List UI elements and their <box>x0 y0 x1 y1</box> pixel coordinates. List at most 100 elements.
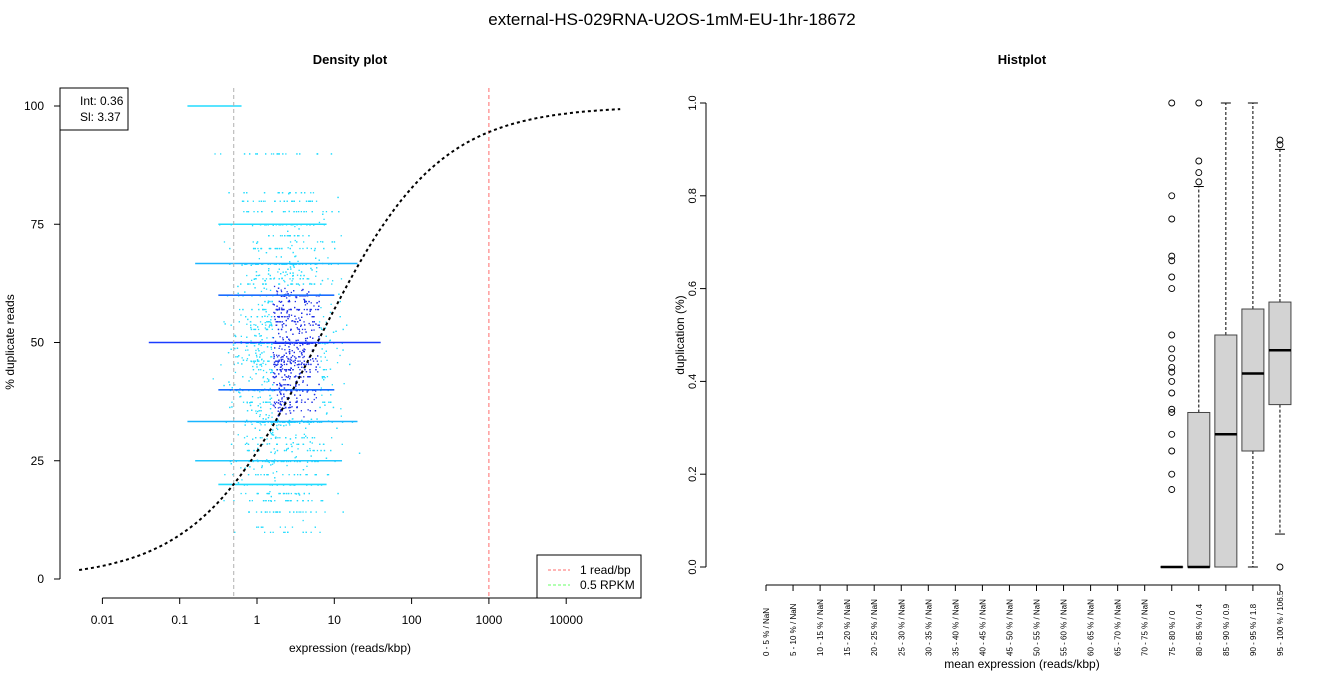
density-point <box>268 235 269 236</box>
density-point <box>311 455 312 456</box>
density-point <box>312 358 313 359</box>
density-point <box>258 309 259 310</box>
density-point <box>241 493 242 494</box>
density-point <box>327 474 328 475</box>
density-point <box>278 424 279 425</box>
density-point <box>301 325 302 326</box>
density-point <box>262 363 263 364</box>
density-point <box>246 337 247 338</box>
density-point <box>260 403 261 404</box>
density-point <box>296 283 297 284</box>
density-point <box>254 279 255 280</box>
density-point <box>266 321 267 322</box>
density-point <box>315 323 316 324</box>
density-point <box>278 355 279 356</box>
density-point <box>313 329 314 330</box>
density-point <box>252 402 253 403</box>
density-point <box>269 443 270 444</box>
density-point <box>324 450 325 451</box>
density-point <box>261 384 262 385</box>
density-point <box>340 316 341 317</box>
density-point <box>245 316 246 317</box>
density-point <box>292 272 293 273</box>
density-point <box>296 398 297 399</box>
density-point <box>271 412 272 413</box>
density-y-tick-label: 0 <box>37 572 44 586</box>
density-point <box>277 153 278 154</box>
density-point <box>307 338 308 339</box>
density-point <box>282 337 283 338</box>
density-point <box>308 235 309 236</box>
density-point <box>255 373 256 374</box>
density-point <box>301 402 302 403</box>
density-point <box>267 474 268 475</box>
density-point <box>265 280 266 281</box>
density-point <box>289 351 290 352</box>
density-point <box>287 377 288 378</box>
density-point <box>323 444 324 445</box>
density-point <box>286 369 287 370</box>
density-point <box>289 378 290 379</box>
density-point <box>289 353 290 354</box>
density-point <box>304 369 305 370</box>
density-point <box>282 397 283 398</box>
hist-ylabel: duplication (%) <box>673 295 687 374</box>
density-point <box>299 333 300 334</box>
density-point <box>276 256 277 257</box>
density-point <box>245 468 246 469</box>
density-point <box>291 446 292 447</box>
hist-x-tick-label: 30 - 35 % / NaN <box>924 599 933 656</box>
density-point <box>244 437 245 438</box>
box-outlier <box>1169 216 1175 222</box>
density-point <box>271 424 272 425</box>
density-point <box>271 356 272 357</box>
density-point <box>242 309 243 310</box>
density-point <box>342 444 343 445</box>
density-point <box>252 439 253 440</box>
density-point <box>294 267 295 268</box>
density-point <box>283 272 284 273</box>
density-point <box>299 329 300 330</box>
density-point <box>261 211 262 212</box>
density-point <box>251 309 252 310</box>
density-point <box>307 399 308 400</box>
density-point <box>342 349 343 350</box>
density-point <box>287 311 288 312</box>
box-outlier <box>1169 448 1175 454</box>
density-point <box>307 437 308 438</box>
density-point <box>281 329 282 330</box>
density-point <box>279 360 280 361</box>
density-point <box>251 424 252 425</box>
hist-y-tick-label: 0.4 <box>687 374 699 389</box>
density-point <box>246 360 247 361</box>
density-point <box>266 289 267 290</box>
density-point <box>253 201 254 202</box>
box-18 <box>1242 103 1264 567</box>
density-point <box>246 211 247 212</box>
density-point <box>328 402 329 403</box>
density-point <box>327 376 328 377</box>
density-point <box>293 211 294 212</box>
density-plot-title: Density plot <box>313 52 388 67</box>
density-point <box>276 325 277 326</box>
density-point <box>283 305 284 306</box>
density-point <box>299 361 300 362</box>
density-point <box>344 383 345 384</box>
density-point <box>292 350 293 351</box>
density-point <box>287 231 288 232</box>
density-point <box>326 458 327 459</box>
density-point <box>274 480 275 481</box>
density-point <box>319 327 320 328</box>
density-point <box>290 370 291 371</box>
box-body <box>1269 302 1291 405</box>
density-point <box>248 511 249 512</box>
density-point <box>316 271 317 272</box>
density-point <box>338 294 339 295</box>
density-point <box>291 368 292 369</box>
density-point <box>341 416 342 417</box>
density-point <box>308 500 309 501</box>
density-point <box>246 192 247 193</box>
density-point <box>299 201 300 202</box>
density-point <box>349 364 350 365</box>
density-point <box>258 405 259 406</box>
